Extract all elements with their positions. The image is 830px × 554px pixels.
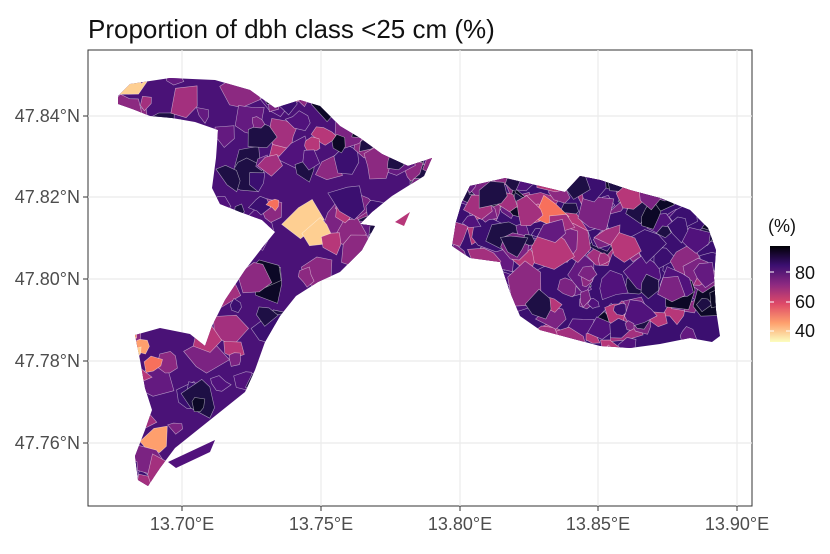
forest-stand <box>624 299 658 328</box>
forest-stand <box>257 154 283 177</box>
forest-stand <box>624 320 635 331</box>
forest-stand <box>640 273 660 300</box>
legend-label: 60 <box>795 292 815 312</box>
y-tick-label: 47.76°N <box>15 433 80 453</box>
forest-stand <box>310 126 339 146</box>
forest-stand <box>166 78 185 86</box>
y-axis-ticks <box>83 115 88 444</box>
forest-stand <box>657 275 686 303</box>
forest-stand <box>265 198 280 212</box>
forest-stand <box>667 216 689 244</box>
legend-colorbar <box>770 246 790 342</box>
legend-label: 80 <box>795 263 815 283</box>
forest-stand <box>228 352 242 367</box>
forest-stand <box>247 196 272 216</box>
map-title: Proportion of dbh class <25 cm (%) <box>88 14 495 44</box>
forest-stand <box>331 134 346 154</box>
x-axis-ticks <box>181 506 738 511</box>
forest-stand <box>210 375 232 392</box>
y-tick-label: 47.78°N <box>15 351 80 371</box>
forest-stand-outlier <box>395 212 410 226</box>
forest-stand <box>327 185 365 221</box>
forest-stand-outlier <box>168 440 215 468</box>
forest-stand <box>284 110 311 132</box>
forest-stand <box>580 289 592 308</box>
forest-stand <box>191 397 206 413</box>
forest-stand <box>167 422 183 435</box>
forest-stand <box>693 262 716 288</box>
legend-title: (%) <box>768 216 796 236</box>
legend-label: 40 <box>795 321 815 341</box>
forest-stand <box>610 232 642 263</box>
forest-stand <box>461 214 482 228</box>
forest-stand <box>215 164 241 193</box>
forest-stand <box>170 85 198 119</box>
forest-stand <box>302 149 321 171</box>
forest-stand <box>613 302 627 316</box>
forest-stand <box>599 269 629 300</box>
forest-stand <box>297 266 315 288</box>
forest-stand <box>536 218 566 243</box>
forest-stand <box>655 225 672 239</box>
forest-stand <box>230 298 242 313</box>
forest-stand <box>524 288 552 320</box>
y-tick-label: 47.82°N <box>15 187 80 207</box>
forest-stand <box>516 195 544 227</box>
forest-stand <box>304 136 321 151</box>
forest-stand <box>587 297 600 309</box>
y-tick-label: 47.80°N <box>15 269 80 289</box>
forest-stand <box>140 95 152 112</box>
x-tick-label: 13.85°E <box>566 514 630 534</box>
forest-stand <box>577 194 615 232</box>
color-legend: (%) 80 60 40 <box>768 216 815 342</box>
forest-stand <box>256 306 279 327</box>
forest-stand <box>641 198 662 230</box>
forest-stand <box>320 232 342 256</box>
forest-stand <box>617 337 637 348</box>
forest-stand <box>577 265 598 282</box>
forest-stand <box>696 297 713 313</box>
legend-gradient <box>770 246 790 342</box>
forest-stand <box>196 107 209 124</box>
forest-stand <box>597 252 611 266</box>
x-tick-label: 13.90°E <box>705 514 769 534</box>
forest-stand <box>478 180 508 209</box>
forest-stand <box>249 172 266 193</box>
forest-stand <box>143 355 163 373</box>
forest-stand <box>499 235 529 258</box>
x-tick-label: 13.75°E <box>289 514 353 534</box>
x-tick-label: 13.70°E <box>150 514 214 534</box>
forest-stand <box>247 122 278 149</box>
forest-stand <box>251 116 266 129</box>
x-tick-label: 13.80°E <box>428 514 492 534</box>
y-tick-label: 47.84°N <box>15 106 80 126</box>
